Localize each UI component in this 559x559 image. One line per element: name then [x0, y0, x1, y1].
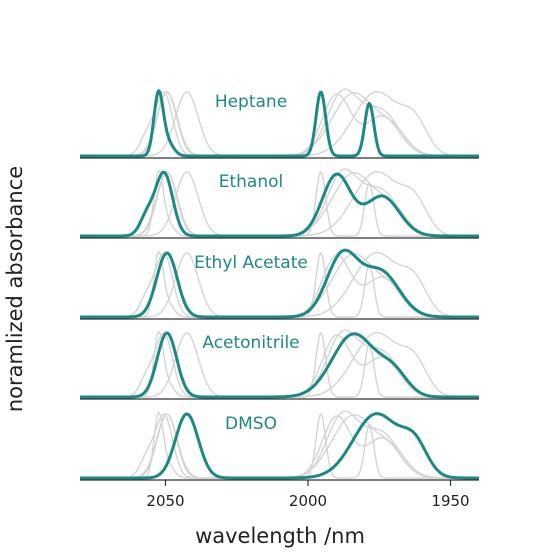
x-axis-title: wavelength /nm [195, 524, 365, 548]
panel-dmso: DMSO [79, 410, 480, 481]
panel-label: Ethyl Acetate [194, 253, 308, 273]
panel-label: Heptane [215, 92, 287, 112]
reference-line-heptane [80, 411, 479, 479]
panels-group: Heptane Ethanol Ethyl Acetate Acetonitrile D… [79, 88, 480, 481]
x-tick-label: 2000 [289, 492, 327, 510]
x-tick-label: 2050 [146, 492, 184, 510]
reference-line-ethyl-acetate [80, 410, 479, 479]
series-line-ethyl-acetate [79, 248, 480, 319]
panel-acetonitrile: Acetonitrile [79, 329, 480, 400]
panel-label: Acetonitrile [202, 333, 299, 353]
x-tick-label: 1950 [431, 492, 469, 510]
panel-ethanol: Ethanol [79, 168, 480, 239]
series-line-acetonitrile [79, 331, 480, 399]
panel-label: DMSO [225, 414, 277, 434]
reference-line-acetonitrile [80, 413, 479, 479]
panel-heptane: Heptane [79, 88, 480, 159]
y-axis-title: noramlized absorbance [3, 166, 27, 412]
series-line-ethanol [79, 170, 480, 238]
panel-label: Ethanol [219, 172, 284, 192]
panel-ethyl-acetate: Ethyl Acetate [79, 248, 480, 320]
reference-line-ethanol [80, 413, 479, 479]
series-line-dmso [79, 412, 480, 480]
series-line-heptane [79, 89, 480, 158]
x-axis-ticks: 2050 2000 1950 [146, 480, 470, 510]
